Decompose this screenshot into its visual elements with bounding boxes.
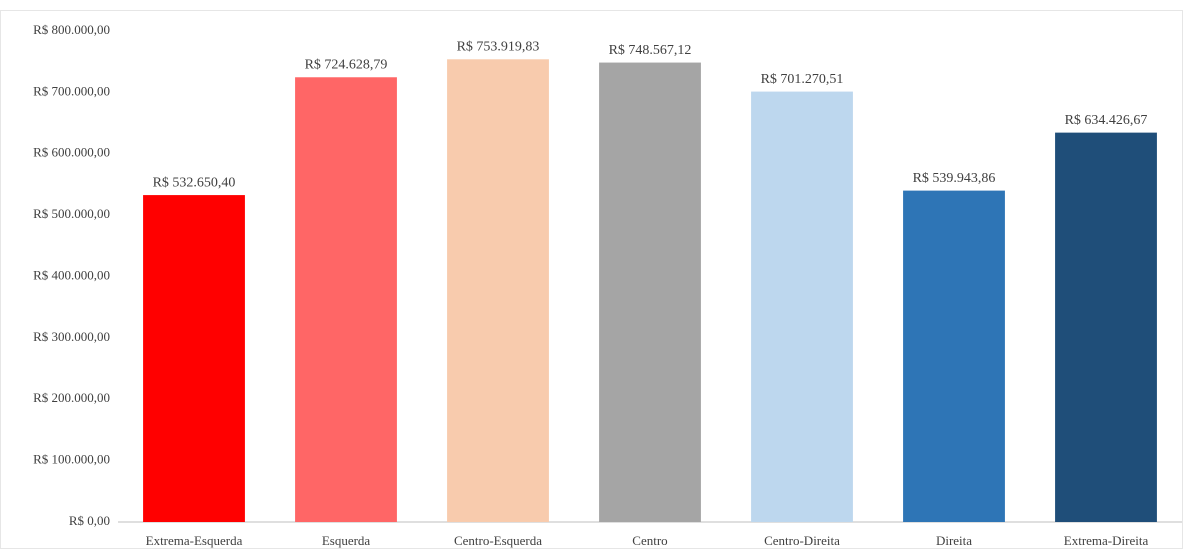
- value-label: R$ 539.943,86: [913, 171, 996, 186]
- chart-border: [0, 10, 1183, 549]
- bar: [1055, 132, 1157, 522]
- y-tick-label: R$ 0,00: [69, 513, 110, 528]
- y-tick-label: R$ 800.000,00: [33, 22, 110, 37]
- value-label: R$ 753.919,83: [457, 40, 540, 55]
- y-tick-label: R$ 400.000,00: [33, 267, 110, 282]
- value-label: R$ 701.270,51: [761, 72, 844, 87]
- y-tick-label: R$ 600.000,00: [33, 145, 110, 160]
- value-label: R$ 532.650,40: [153, 175, 236, 190]
- y-tick-label: R$ 100.000,00: [33, 452, 110, 467]
- y-tick-label: R$ 700.000,00: [33, 83, 110, 98]
- y-tick-label: R$ 500.000,00: [33, 206, 110, 221]
- x-tick-label: Centro-Direita: [764, 533, 840, 548]
- x-tick-label: Centro: [632, 533, 667, 548]
- y-tick-label: R$ 200.000,00: [33, 390, 110, 405]
- x-tick-label: Esquerda: [322, 533, 371, 548]
- x-tick-label: Extrema-Esquerda: [146, 533, 243, 548]
- x-tick-label: Direita: [936, 533, 972, 548]
- x-tick-label: Centro-Esquerda: [454, 533, 542, 548]
- bar: [447, 59, 549, 522]
- x-tick-label: Extrema-Direita: [1064, 533, 1149, 548]
- bar: [751, 91, 853, 523]
- bar: [143, 195, 245, 522]
- value-label: R$ 748.567,12: [609, 43, 692, 58]
- y-tick-label: R$ 300.000,00: [33, 329, 110, 344]
- value-label: R$ 724.628,79: [305, 57, 388, 72]
- bar: [599, 62, 701, 523]
- value-label: R$ 634.426,67: [1065, 113, 1148, 128]
- bar: [903, 190, 1005, 523]
- bar: [295, 77, 397, 522]
